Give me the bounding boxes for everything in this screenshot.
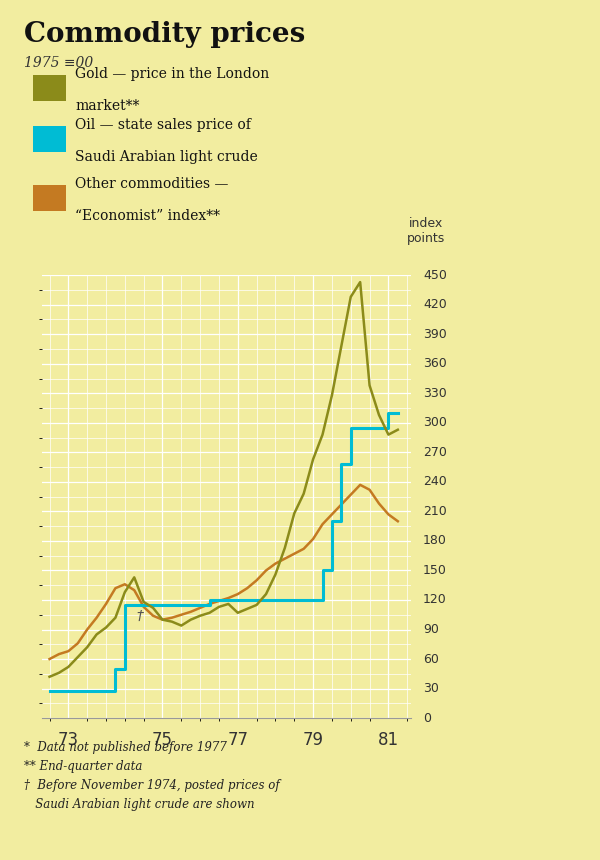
- Text: Other commodities —: Other commodities —: [75, 177, 229, 191]
- Text: 210: 210: [423, 505, 447, 518]
- Text: 330: 330: [423, 387, 447, 400]
- Text: index
points: index points: [407, 217, 445, 245]
- Text: 420: 420: [423, 298, 447, 311]
- Text: 60: 60: [423, 653, 439, 666]
- Text: 120: 120: [423, 593, 447, 606]
- Text: Commodity prices: Commodity prices: [24, 22, 305, 48]
- Text: Saudi Arabian light crude are shown: Saudi Arabian light crude are shown: [24, 798, 254, 811]
- Text: †  Before November 1974, posted prices of: † Before November 1974, posted prices of: [24, 779, 280, 792]
- Text: *  Data not published before 1977: * Data not published before 1977: [24, 741, 227, 754]
- Text: “Economist” index**: “Economist” index**: [75, 209, 220, 223]
- Text: 390: 390: [423, 328, 447, 341]
- Text: Oil — state sales price of: Oil — state sales price of: [75, 119, 251, 132]
- Text: †: †: [136, 609, 143, 623]
- Text: 240: 240: [423, 476, 447, 488]
- Text: Saudi Arabian light crude: Saudi Arabian light crude: [75, 150, 258, 164]
- Text: 360: 360: [423, 357, 447, 371]
- Text: 300: 300: [423, 416, 447, 429]
- Text: 1975 ≡00: 1975 ≡00: [24, 56, 93, 70]
- Text: 180: 180: [423, 534, 447, 548]
- Text: 0: 0: [423, 711, 431, 725]
- Text: 150: 150: [423, 564, 447, 577]
- Text: ** End-quarter data: ** End-quarter data: [24, 760, 142, 773]
- Text: 90: 90: [423, 623, 439, 636]
- Text: market**: market**: [75, 99, 139, 113]
- Text: 30: 30: [423, 682, 439, 695]
- Text: Gold — price in the London: Gold — price in the London: [75, 67, 269, 81]
- Text: 450: 450: [423, 268, 447, 282]
- Text: 270: 270: [423, 445, 447, 459]
